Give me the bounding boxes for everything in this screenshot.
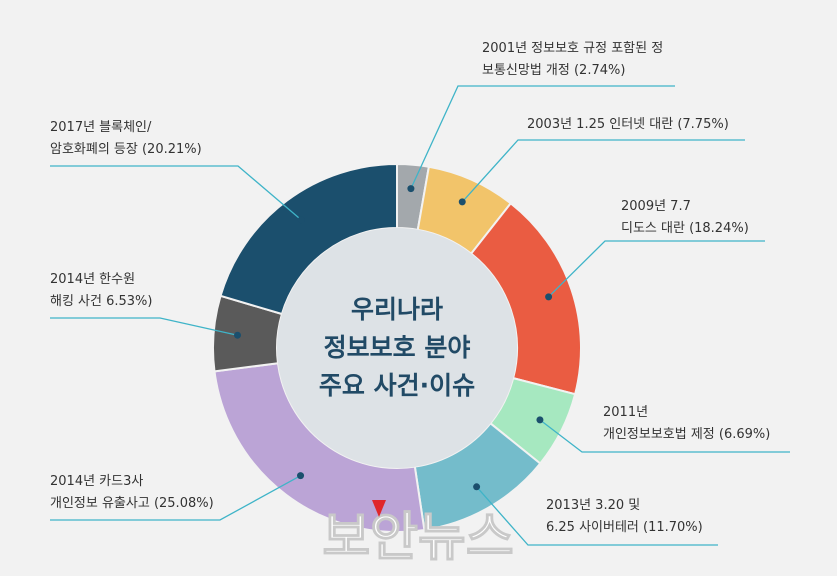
slice-label-0-line-1: 보통신망법 개정 (2.74%) xyxy=(482,63,625,78)
leader-dot-5 xyxy=(297,472,305,480)
leader-dot-1 xyxy=(458,198,466,206)
leader-dot-3 xyxy=(536,416,544,424)
leader-dot-6 xyxy=(234,331,242,339)
slice-label-0-line-0: 2001년 정보보호 규정 포함된 정 xyxy=(482,41,663,56)
leader-line-3 xyxy=(539,419,790,453)
leader-line-6 xyxy=(50,317,238,336)
leader-lines-group xyxy=(50,85,790,546)
watermark-accent xyxy=(372,500,386,517)
leader-line-7 xyxy=(50,165,302,221)
slice-label-2-line-0: 2009년 7.7 xyxy=(621,199,691,214)
leader-line-2 xyxy=(548,240,765,298)
leader-dot-7 xyxy=(297,216,305,224)
center-title-line-2: 정보보호 분야 xyxy=(324,333,471,362)
slice-label-3-line-1: 개인정보보호법 제정 (6.69%) xyxy=(603,427,770,442)
slice-label-2-line-1: 디도스 대란 (18.24%) xyxy=(621,221,749,236)
slice-label-5-line-0: 2014년 카드3사 xyxy=(50,474,143,489)
slice-label-3-line-0: 2011년 xyxy=(603,405,648,420)
leader-line-4 xyxy=(476,486,718,546)
leader-dot-4 xyxy=(473,483,481,491)
slice-label-7-line-1: 암호화폐의 등장 (20.21%) xyxy=(50,142,202,157)
leader-dot-0 xyxy=(407,185,415,193)
donut-hole xyxy=(277,228,517,468)
slice-label-6-line-1: 해킹 사건 6.53%) xyxy=(50,294,152,309)
slice-label-1-line-0: 2003년 1.25 인터넷 대란 (7.75%) xyxy=(527,117,729,132)
slice-label-5-line-1: 개인정보 유출사고 (25.08%) xyxy=(50,496,214,511)
slice-label-6-line-0: 2014년 한수원 xyxy=(50,272,135,287)
watermark-logo: 보안뉴스 xyxy=(322,508,513,568)
leader-dot-2 xyxy=(545,293,553,301)
leader-line-0 xyxy=(410,85,675,189)
center-title-line-1: 우리나라 xyxy=(351,295,443,324)
slice-label-7-line-0: 2017년 블록체인/ xyxy=(50,120,152,135)
slices-group xyxy=(212,162,582,533)
slice-label-4-line-0: 2013년 3.20 및 xyxy=(546,498,640,513)
slice-label-4-line-1: 6.25 사이버테러 (11.70%) xyxy=(546,520,703,535)
center-title-line-3: 주요 사건·이슈 xyxy=(319,371,475,400)
leader-line-5 xyxy=(50,475,301,521)
leader-line-1 xyxy=(461,139,745,203)
